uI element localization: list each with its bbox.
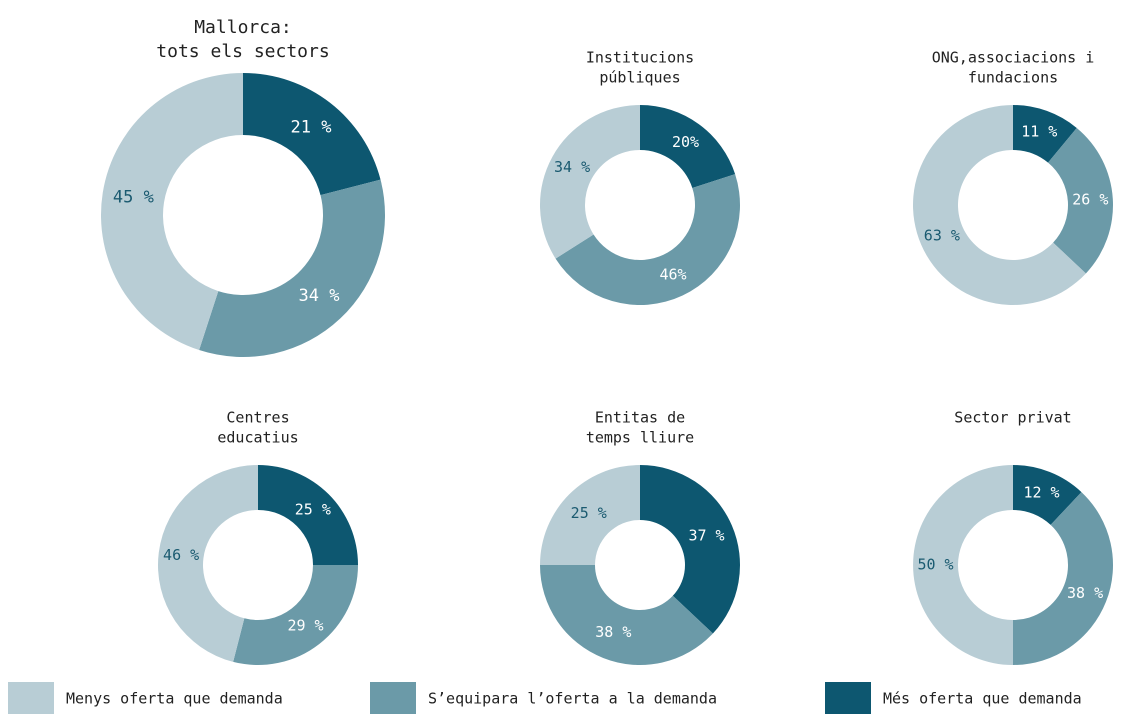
legend-swatch [8, 682, 54, 714]
legend-label: Menys oferta que demanda [66, 690, 283, 708]
data-label: 12 % [1023, 483, 1059, 501]
chart-title: educatius [217, 429, 298, 447]
chart-title: tots els sectors [156, 41, 329, 62]
data-label: 26 % [1072, 191, 1108, 209]
data-label: 34 % [554, 158, 590, 176]
data-label: 37 % [688, 527, 724, 545]
chart-title: Entitas de [595, 409, 685, 427]
donut-segment [1013, 105, 1077, 163]
donut-segment [199, 179, 385, 357]
donut-segment [258, 465, 358, 565]
donut-segment [640, 105, 736, 189]
chart-title: Mallorca: [194, 17, 292, 38]
chart-title: públiques [599, 69, 680, 87]
donut-segment [243, 73, 381, 196]
donut-segment [555, 174, 741, 306]
donut-segment [233, 565, 358, 665]
donut-segment [540, 105, 640, 259]
data-label: 38 % [1067, 584, 1103, 602]
data-label: 38 % [595, 623, 631, 641]
data-label: 50 % [917, 556, 953, 574]
donut-segment [540, 565, 713, 665]
data-label: 46 % [163, 546, 199, 564]
legend-label: S’equipara l’oferta a la demanda [428, 690, 717, 708]
chart-title: temps lliure [586, 429, 694, 447]
legend-swatch [370, 682, 416, 714]
donut-segment [540, 465, 640, 565]
chart-title: fundacions [968, 69, 1058, 87]
donut-segment [1013, 465, 1082, 525]
donut-segment [1013, 492, 1113, 665]
data-label: 25 % [571, 504, 607, 522]
donut-segment [913, 465, 1013, 665]
donut-segment [640, 465, 740, 634]
legend-label: Més oferta que demanda [883, 690, 1082, 708]
data-label: 20% [672, 133, 699, 151]
data-label: 63 % [924, 226, 960, 244]
data-label: 11 % [1021, 123, 1057, 141]
donut-segment [1048, 127, 1113, 274]
data-label: 25 % [295, 501, 331, 519]
data-label: 45 % [113, 188, 154, 208]
chart-title: Institucions [586, 49, 694, 67]
donut-segment [101, 73, 243, 351]
data-label: 34 % [299, 286, 340, 306]
data-label: 29 % [287, 617, 323, 635]
chart-title: Centres [226, 409, 289, 427]
legend-swatch [825, 682, 871, 714]
data-label: 21 % [291, 117, 332, 137]
donut-segment [158, 465, 258, 662]
chart-title: Sector privat [954, 409, 1071, 427]
donut-segment [913, 105, 1086, 305]
chart-title: ONG,associacions i [932, 49, 1095, 67]
data-label: 46% [659, 266, 686, 284]
